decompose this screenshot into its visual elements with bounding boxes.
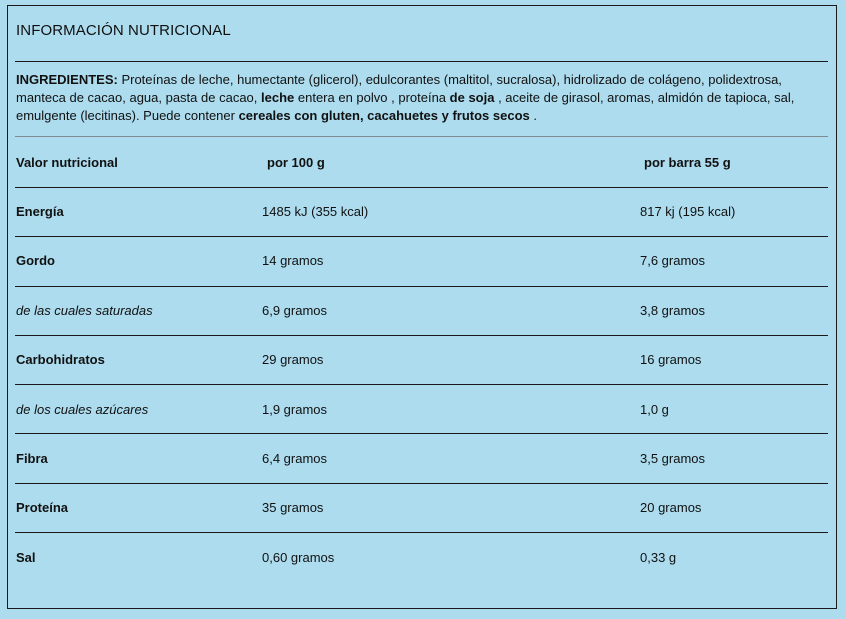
header-nutrient: Valor nutricional [16,155,118,170]
divider [15,433,828,434]
table-row: Proteína 35 gramos 20 gramos [0,500,846,520]
value-per-100g: 6,9 gramos [262,302,328,318]
header-per-100g: por 100 g [267,155,325,170]
nutrient-label: Proteína [16,500,69,516]
value-per-bar: 817 kj (195 kcal) [640,204,736,219]
divider [15,384,828,385]
divider [15,236,828,237]
ingredient-bold-segment: INGREDIENTES: [16,72,118,87]
nutrient-label: Fibra [16,451,48,466]
table-row: de los cuales azúcares 1,9 gramos 1,0 g [0,402,846,422]
table-row: Fibra 6,4 gramos 3,5 gramos [0,451,846,471]
value-per-100g: 35 gramos [262,500,324,516]
divider [15,187,828,188]
table-row: Sal 0,60 gramos 0,33 g [0,550,846,570]
value-per-bar: 3,5 gramos [640,451,706,466]
value-per-bar: 20 gramos [640,500,702,516]
value-per-bar: 0,33 g [640,549,677,565]
table-header: Valor nutricional por 100 g por barra 55… [0,155,846,175]
divider [15,61,828,62]
ingredient-segment: Proteínas de leche, humectante (glicerol… [16,72,782,105]
value-per-100g: 1485 kJ (355 kcal) [262,204,369,219]
table-row: Carbohidratos 29 gramos 16 gramos [0,352,846,372]
nutrient-label: Energía [16,204,64,219]
ingredient-bold-segment: cereales con gluten, cacahuetes y frutos… [238,108,530,123]
header-per-bar: por barra 55 g [644,155,731,170]
nutrient-label: de las cuales saturadas [16,302,153,318]
divider [15,286,828,287]
nutrient-label: Carbohidratos [16,352,105,368]
ingredients-text: INGREDIENTES: Proteínas de leche, humect… [16,71,831,125]
nutrient-label: Sal [16,549,36,565]
ingredient-segment: entera en polvo , proteína [294,90,450,105]
table-row: Energía 1485 kJ (355 kcal) 817 kj (195 kca… [0,204,846,224]
ingredient-segment: , aceite de girasol, aromas, almidón de … [16,90,795,123]
value-per-bar: 7,6 gramos [640,253,706,269]
nutrient-label: de los cuales azúcares [16,401,149,417]
value-per-bar: 1,0 g [640,401,669,417]
value-per-100g: 6,4 gramos [262,451,328,466]
table-row: de las cuales saturadas 6,9 gramos 3,8 gra… [0,303,846,323]
divider [15,483,828,484]
value-per-100g: 14 gramos [262,253,324,269]
table-row: Gordo 14 gramos 7,6 gramos [0,253,846,273]
ingredient-bold-segment: de soja [449,90,495,105]
nutrition-panel [7,5,837,609]
divider [15,136,828,137]
value-per-100g: 1,9 gramos [262,401,328,417]
value-per-100g: 0,60 gramos [262,549,335,565]
page-title: INFORMACIÓN NUTRICIONAL [16,22,231,39]
value-per-bar: 3,8 gramos [640,302,706,318]
nutrient-label: Gordo [16,253,55,269]
ingredient-bold-segment: leche [261,90,295,105]
value-per-bar: 16 gramos [640,352,702,368]
divider [15,335,828,336]
divider [15,532,828,533]
ingredient-segment: . [529,108,537,123]
value-per-100g: 29 gramos [262,352,324,368]
